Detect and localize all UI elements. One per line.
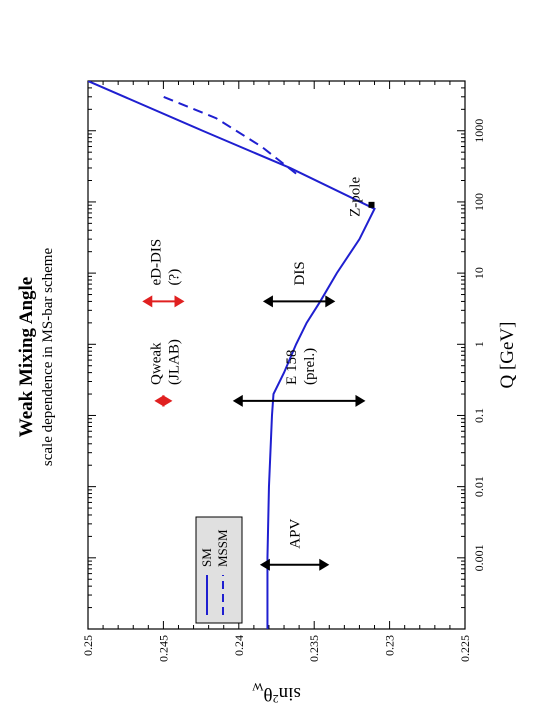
measurements: APV E 158 (prel.) Qweak (JLAB) DIS eD-DIS (?) — [142, 239, 366, 571]
z-pole-label: Z-pole — [348, 177, 364, 217]
measurement-qweak: Qweak (JLAB) — [148, 339, 182, 407]
measurement-label: Qweak — [148, 342, 164, 385]
measurement-label: eD-DIS — [148, 239, 164, 286]
series-line-sm — [88, 81, 376, 629]
z-pole-marker — [368, 201, 375, 208]
x-tick-label: 10 — [472, 267, 486, 279]
measurement-ed-dis: eD-DIS (?) — [142, 239, 185, 308]
x-axis: 0.001 0.01 0.1 1 10 100 1000 — [88, 80, 486, 630]
y-tick-label: 0.225 — [458, 635, 472, 662]
arrow-head-bottom — [319, 558, 330, 571]
x-tick-label: 1000 — [472, 119, 486, 143]
arrow-head-bottom — [162, 394, 173, 407]
x-tick-label: 0.01 — [472, 476, 486, 497]
arrow-head-bottom — [355, 394, 366, 407]
measurement-e-158: E 158 (prel.) — [232, 348, 366, 407]
annotation-z-pole: Z-pole — [348, 177, 375, 217]
y-tick-label: 0.245 — [156, 635, 170, 662]
y-tick-label: 0.24 — [232, 635, 246, 656]
x-tick-label: 100 — [472, 193, 486, 211]
measurement-sublabel: (JLAB) — [166, 339, 182, 385]
arrow-head-top — [262, 295, 273, 308]
chart-subtitle: scale dependence in MS-bar scheme — [40, 248, 56, 467]
y-tick-label: 0.23 — [383, 635, 397, 656]
series-line-mssm — [163, 95, 297, 175]
series-group — [88, 81, 376, 629]
x-tick-label: 1 — [472, 341, 486, 347]
chart-canvas: Weak Mixing Angle scale dependence in MS-… — [16, 80, 518, 706]
y-axis: 0.225 0.23 0.235 0.24 0.245 0.25 — [81, 81, 472, 662]
measurement-label: APV — [288, 519, 304, 549]
legend-label-sm: SM — [199, 548, 214, 567]
y-tick-label: 0.25 — [81, 635, 95, 656]
arrow-head-bottom — [325, 295, 336, 308]
arrow-head-top — [142, 295, 153, 308]
arrow-head-bottom — [174, 295, 185, 308]
measurement-sublabel: (prel.) — [302, 348, 318, 385]
x-tick-label: 0.1 — [472, 408, 486, 423]
measurement-sublabel: (?) — [166, 269, 182, 286]
chart-title: Weak Mixing Angle — [16, 277, 37, 437]
x-axis-label: Q [GeV] — [497, 321, 518, 388]
measurement-apv: APV — [259, 519, 330, 571]
measurement-label: DIS — [292, 261, 308, 285]
measurement-label: E 158 — [284, 350, 300, 385]
x-tick-label: 0.001 — [472, 544, 486, 571]
arrow-head-top — [259, 558, 270, 571]
y-tick-label: 0.235 — [307, 635, 321, 662]
legend: SM MSSM — [195, 516, 243, 624]
arrow-head-top — [154, 394, 165, 407]
legend-label-mssm: MSSM — [215, 529, 230, 567]
y-axis-label: sin2θW — [252, 680, 301, 706]
measurement-dis: DIS — [262, 261, 336, 308]
arrow-head-top — [232, 394, 243, 407]
